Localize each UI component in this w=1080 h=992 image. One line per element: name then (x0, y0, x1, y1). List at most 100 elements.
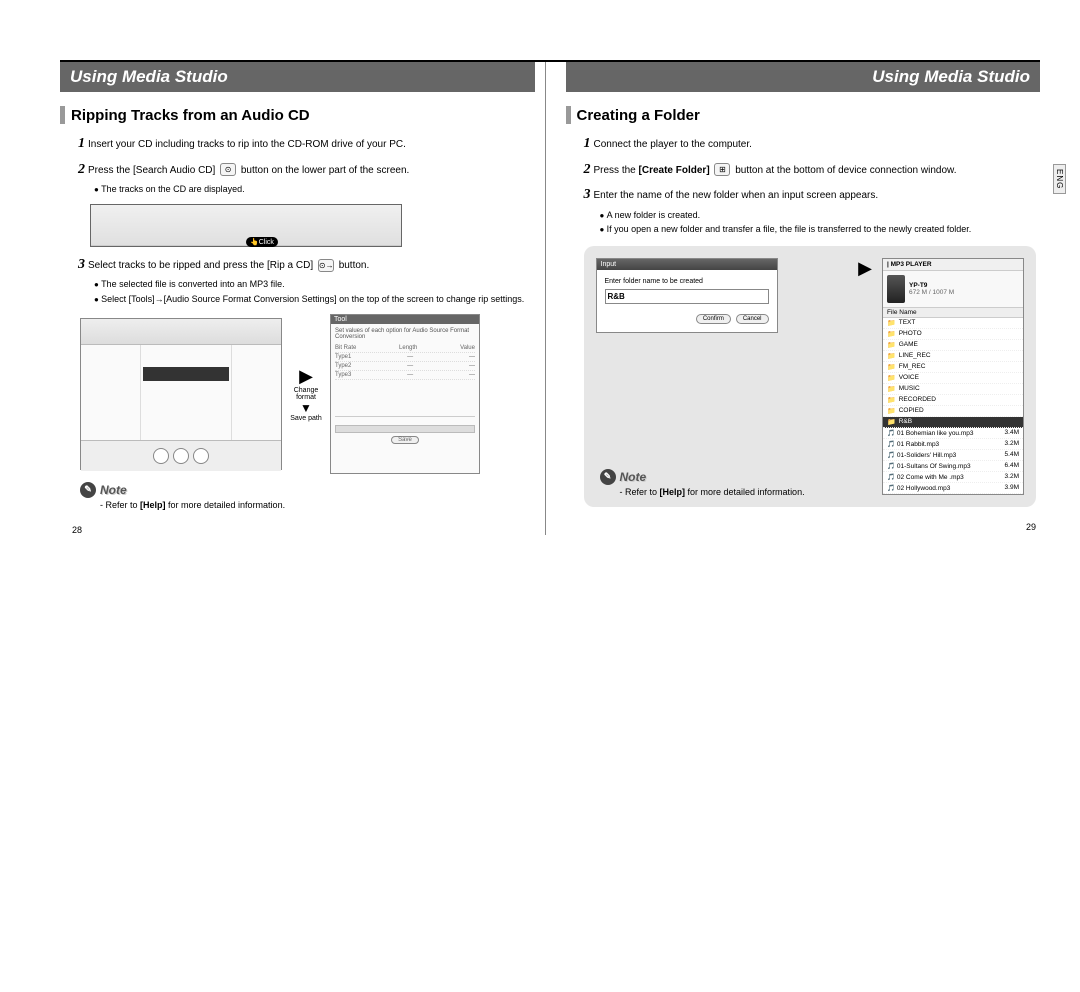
arrow-col: ▶ (858, 258, 872, 279)
file-row[interactable]: 🎵 01-Sultans Of Swing.mp36.4M (883, 461, 1023, 472)
page-num-right: 29 (566, 522, 1037, 532)
r-step1-text: Connect the player to the computer. (594, 139, 752, 150)
header-title-left: Using Media Studio (70, 67, 228, 87)
file-list: 🎵 01 Bohemian like you.mp33.4M🎵 01 Rabbi… (883, 428, 1023, 494)
arrow-right-icon: ▶ (858, 258, 872, 279)
step3-bullet1: The selected file is converted into an M… (94, 278, 535, 291)
search-cd-icon: ⊙ (220, 163, 236, 176)
arrow-right-icon: ▶ (286, 366, 326, 387)
save-path-label: Save path (286, 415, 326, 422)
note-label-right: Note (620, 470, 647, 484)
folder-row[interactable]: 📁PHOTO (883, 329, 1023, 340)
folder-row[interactable]: 📁VOICE (883, 373, 1023, 384)
file-row[interactable]: 🎵 02 Hollywood.mp33.9M (883, 483, 1023, 494)
folder-row[interactable]: 📁RECORDED (883, 395, 1023, 406)
folder-icon: 📁 (887, 352, 896, 360)
confirm-button[interactable]: Confirm (696, 314, 731, 324)
header-bar-left: Using Media Studio (60, 62, 535, 92)
step3b-text: button. (339, 260, 370, 271)
folder-list: 📁TEXT📁PHOTO📁GAME📁LINE_REC📁FM_REC📁VOICE📁M… (883, 318, 1023, 417)
page-num-left: 28 (72, 525, 535, 535)
note-row-left: ✎ Note (80, 482, 535, 498)
section-row-left: Ripping Tracks from an Audio CD (60, 106, 535, 124)
r-step2b: button at the bottom of device connectio… (735, 165, 956, 176)
folder-row[interactable]: 📁TEXT (883, 318, 1023, 329)
file-row[interactable]: 🎵 01 Rabbit.mp33.2M (883, 439, 1023, 450)
step3-bullet2: Select [Tools]→[Audio Source Format Conv… (94, 293, 535, 306)
folder-icon: 📁 (887, 385, 896, 393)
header-title-right: Using Media Studio (872, 67, 1030, 87)
file-row[interactable]: 🎵 02 Come with Me .mp33.2M (883, 472, 1023, 483)
language-tab: ENG (1053, 164, 1066, 194)
player-header: | MP3 PLAYER (883, 259, 1023, 271)
rip-cd-icon: ⊙→ (318, 259, 334, 272)
folder-row[interactable]: 📁MUSIC (883, 384, 1023, 395)
settings-header: Tool (331, 315, 479, 324)
dialog-title: Input (597, 259, 777, 270)
note-text-left: - Refer to [Help] for more detailed info… (100, 500, 535, 510)
step-2-right: 2Press the [Create Folder] ⊞ button at t… (584, 160, 1041, 180)
toolbar-screenshot: 👆Click (90, 204, 402, 247)
note-text-right: - Refer to [Help] for more detailed info… (620, 487, 805, 497)
page-right: Using Media Studio Creating a Folder 1Co… (546, 62, 1041, 535)
note-icon: ✎ (80, 482, 96, 498)
header-bar-right: Using Media Studio (566, 62, 1041, 92)
folder-row[interactable]: 📁COPIED (883, 406, 1023, 417)
file-row[interactable]: 🎵 01-Soliders' Hill.mp35.4M (883, 450, 1023, 461)
cancel-button[interactable]: Cancel (736, 314, 769, 324)
section-title-left: Ripping Tracks from an Audio CD (71, 107, 310, 124)
step-2-left: 2Press the [Search Audio CD] ⊙ button on… (78, 160, 535, 180)
screenshot-row: ▶ Change format ▼ Save path Tool Set val… (80, 314, 535, 474)
step-1-left: 1Insert your CD including tracks to rip … (78, 134, 535, 154)
section-title-right: Creating a Folder (577, 107, 700, 124)
toolbar-btn-icon (193, 448, 209, 464)
folder-icon: 📁 (887, 418, 896, 426)
player-model: YP-T9 (909, 282, 954, 289)
r-step3-bullet1: A new folder is created. (600, 209, 1041, 222)
toolbar-sim: 👆Click (91, 205, 401, 246)
bar-mark-icon (60, 106, 65, 124)
r-step2a: Press the (594, 165, 639, 176)
device-icon (887, 275, 905, 303)
player-screenshot: | MP3 PLAYER YP-T9 672 M / 1007 M File N… (882, 258, 1024, 495)
player-capacity: 672 M / 1007 M (909, 289, 954, 296)
page-left: Using Media Studio Ripping Tracks from a… (60, 62, 546, 535)
click-bubble: 👆Click (246, 237, 278, 247)
settings-screenshot: Tool Set values of each option for Audio… (330, 314, 480, 474)
folder-icon: 📁 (887, 341, 896, 349)
step-3-right: 3Enter the name of the new folder when a… (584, 185, 1041, 205)
note-label-left: Note (100, 483, 127, 497)
step2a-text: Press the [Search Audio CD] (88, 165, 215, 176)
dialog-screenshot: Input Enter folder name to be created Co… (596, 258, 778, 333)
create-folder-icon: ⊞ (714, 163, 730, 176)
step2b-text: button on the lower part of the screen. (241, 165, 409, 176)
r-step3-bullet2: If you open a new folder and transfer a … (600, 223, 1041, 236)
bar-mark-icon (566, 106, 571, 124)
folder-name-input[interactable] (605, 289, 769, 304)
folder-row[interactable]: 📁LINE_REC (883, 351, 1023, 362)
folder-row[interactable]: 📁GAME (883, 340, 1023, 351)
folder-highlighted[interactable]: 📁 R&B (883, 417, 1023, 428)
folder-icon: 📁 (887, 363, 896, 371)
change-format-label: Change format (286, 387, 326, 401)
step1-text: Insert your CD including tracks to rip i… (88, 139, 406, 150)
toolbar-btn-icon (153, 448, 169, 464)
folder-icon: 📁 (887, 374, 896, 382)
player-subheader: File Name (883, 308, 1023, 318)
dialog-prompt: Enter folder name to be created (605, 278, 769, 285)
toolbar-btn-icon (173, 448, 189, 464)
note-icon: ✎ (600, 469, 616, 485)
side-labels: ▶ Change format ▼ Save path (286, 366, 326, 422)
step2-bullet: The tracks on the CD are displayed. (94, 183, 535, 196)
section-row-right: Creating a Folder (566, 106, 1041, 124)
file-row[interactable]: 🎵 01 Bohemian like you.mp33.4M (883, 428, 1023, 439)
gray-panel: Input Enter folder name to be created Co… (584, 246, 1037, 507)
app-screenshot (80, 318, 282, 470)
step-3-left: 3Select tracks to be ripped and press th… (78, 255, 535, 275)
folder-row[interactable]: 📁FM_REC (883, 362, 1023, 373)
r-step3: Enter the name of the new folder when an… (594, 190, 879, 201)
folder-icon: 📁 (887, 396, 896, 404)
folder-icon: 📁 (887, 319, 896, 327)
folder-icon: 📁 (887, 407, 896, 415)
step3a-text: Select tracks to be ripped and press the… (88, 260, 313, 271)
